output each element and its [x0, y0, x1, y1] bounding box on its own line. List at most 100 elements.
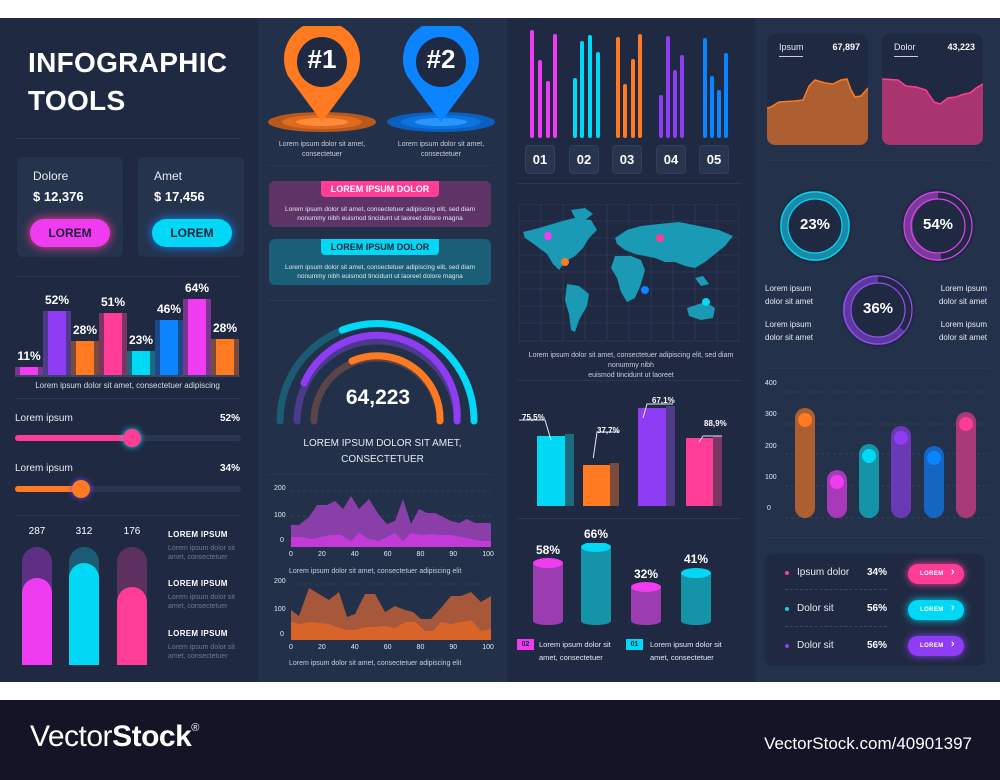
- underline: [779, 56, 803, 57]
- stat-card-label: Amet: [154, 169, 183, 183]
- gauge-chart: [276, 320, 478, 425]
- mini-area-chart: [882, 78, 983, 145]
- group-label[interactable]: 02: [569, 145, 599, 174]
- bullet-icon: [785, 607, 789, 611]
- lorem-button[interactable]: LOREM ›: [908, 564, 964, 584]
- list-item-name: Ipsum dolor: [797, 567, 850, 578]
- banner-tag: LOREM IPSUM DOLOR: [321, 181, 439, 197]
- underline: [894, 56, 918, 57]
- stat-card-amet: Amet $ 17,456 LOREM: [138, 157, 244, 257]
- cylinder-label: 32%: [633, 567, 659, 581]
- donut-legend: Lorem ipsum dolor sit amet: [938, 320, 987, 342]
- bar-label: 28%: [72, 323, 98, 337]
- bar-label: 23%: [128, 333, 154, 347]
- info-banner: LOREM IPSUM DOLOR Lorem ipsum dolor sit …: [269, 181, 491, 227]
- column-2: #1 #2 Lorem ipsum dolor sit amet, consect…: [258, 18, 507, 682]
- lollipop-bar-chart: [785, 391, 990, 519]
- bar-label: 37,7%: [597, 426, 620, 435]
- bar-label: 11%: [17, 349, 41, 363]
- stock-id: VectorStock.com/40901397: [764, 734, 972, 753]
- group-label[interactable]: 03: [612, 145, 642, 174]
- chevron-right-icon: ›: [950, 602, 955, 614]
- capsule-value: 176: [123, 526, 141, 537]
- pin-label: #1: [307, 44, 337, 74]
- divider: [517, 518, 742, 519]
- divider: [785, 589, 887, 590]
- bar-label: 88,9%: [704, 419, 727, 428]
- line-bar-chart: [530, 30, 728, 138]
- gauge-value: 64,223: [345, 386, 411, 409]
- column-3: 01 02 03 04 05: [507, 18, 755, 682]
- area-chart-orange: [291, 583, 491, 640]
- mini-card-value: 43,223: [947, 42, 975, 52]
- chevron-right-icon: ›: [950, 638, 955, 650]
- bar-label: 64%: [184, 281, 210, 295]
- y-tick: 0: [280, 631, 284, 638]
- capsule-bar: [69, 563, 99, 665]
- bullet-icon: [785, 644, 789, 648]
- bar: [211, 339, 239, 375]
- watermark-footer: VectorStock® VectorStock.com/40901397: [0, 700, 1000, 780]
- map-caption: Lorem ipsum dolor sit amet, consectetuer…: [528, 352, 734, 379]
- pin-caption: Lorem ipsum dolor sit amet, consectetuer: [397, 141, 485, 158]
- cylinder-label: 41%: [683, 552, 709, 566]
- divider: [16, 398, 240, 399]
- donut-legend: Lorem ipsum dolor sit amet: [765, 320, 814, 342]
- mini-card-value: 67,897: [832, 42, 860, 52]
- lorem-button[interactable]: LOREM ›: [908, 600, 964, 620]
- donut-legend: Lorem ipsum dolor sit amet: [765, 284, 814, 306]
- list-item-pct: 56%: [867, 603, 888, 614]
- legend-heading: LOREM IPSUM: [168, 629, 228, 638]
- legend-text: Lorem ipsum dolor sit amet, consectetuer: [168, 594, 235, 610]
- lorem-button[interactable]: LOREM ›: [908, 636, 964, 656]
- bar: [127, 351, 155, 375]
- group-label[interactable]: 01: [525, 145, 555, 174]
- divider: [16, 276, 240, 277]
- y-tick: 400: [765, 380, 777, 387]
- lorem-button[interactable]: LOREM: [152, 219, 232, 247]
- slider-handle[interactable]: [72, 480, 90, 498]
- y-tick: 100: [765, 474, 777, 481]
- capsule-value: 287: [28, 526, 46, 537]
- mini-area-card-ipsum: Ipsum 67,897: [767, 34, 868, 145]
- donut-value: 54%: [922, 216, 954, 233]
- brand-logo: VectorStock®: [30, 720, 199, 753]
- info-banner: LOREM IPSUM DOLOR Lorem ipsum dolor sit …: [269, 239, 491, 285]
- column-4: Ipsum 67,897 Dolor 43,223 23%: [755, 18, 1000, 682]
- capsule-value: 312: [75, 526, 93, 537]
- slider-fill: [15, 486, 82, 492]
- stat-card-dolore: Dolore $ 12,376 LOREM: [17, 157, 123, 257]
- legend-text: Lorem ipsum dolor sit amet, consectetuer: [539, 640, 611, 662]
- lorem-button[interactable]: LOREM: [30, 219, 110, 247]
- bar: [71, 341, 99, 375]
- column-1: INFOGRAPHIC TOOLS Dolore $ 12,376 LOREM …: [0, 18, 258, 682]
- group-label[interactable]: 05: [699, 145, 729, 174]
- x-axis-ticks: 0 20 40 60 80 90 100: [289, 644, 494, 651]
- chart-caption: Lorem ipsum dolor sit amet, consectetuer…: [35, 381, 220, 390]
- y-tick: 100: [274, 606, 286, 613]
- group-label[interactable]: 04: [656, 145, 686, 174]
- callout-lines: [519, 403, 722, 458]
- y-tick: 0: [280, 537, 284, 544]
- divider: [765, 368, 990, 369]
- bar-label: 52%: [44, 293, 70, 307]
- legend-tag: 02: [517, 639, 534, 650]
- divider: [517, 183, 742, 184]
- slider-track[interactable]: [15, 486, 241, 492]
- slider-label: Lorem ipsum: [15, 463, 73, 474]
- y-tick: 300: [765, 411, 777, 418]
- y-tick: 0: [767, 505, 771, 512]
- bar-label: 67,1%: [652, 396, 675, 405]
- map-pin-icon: [387, 26, 495, 132]
- bar: [15, 367, 43, 375]
- bar-label: 75,5%: [522, 413, 545, 422]
- action-list: Ipsum dolor 34% LOREM › Dolor sit 56% LOR…: [765, 554, 985, 666]
- mini-card-label: Dolor: [894, 42, 916, 52]
- slider-handle[interactable]: [123, 429, 141, 447]
- divider: [517, 380, 742, 381]
- bar: [686, 438, 713, 506]
- slider-value: 52%: [219, 413, 240, 424]
- bar-label: 28%: [212, 321, 238, 335]
- cylinder-chart: [533, 543, 711, 625]
- divider: [268, 474, 493, 475]
